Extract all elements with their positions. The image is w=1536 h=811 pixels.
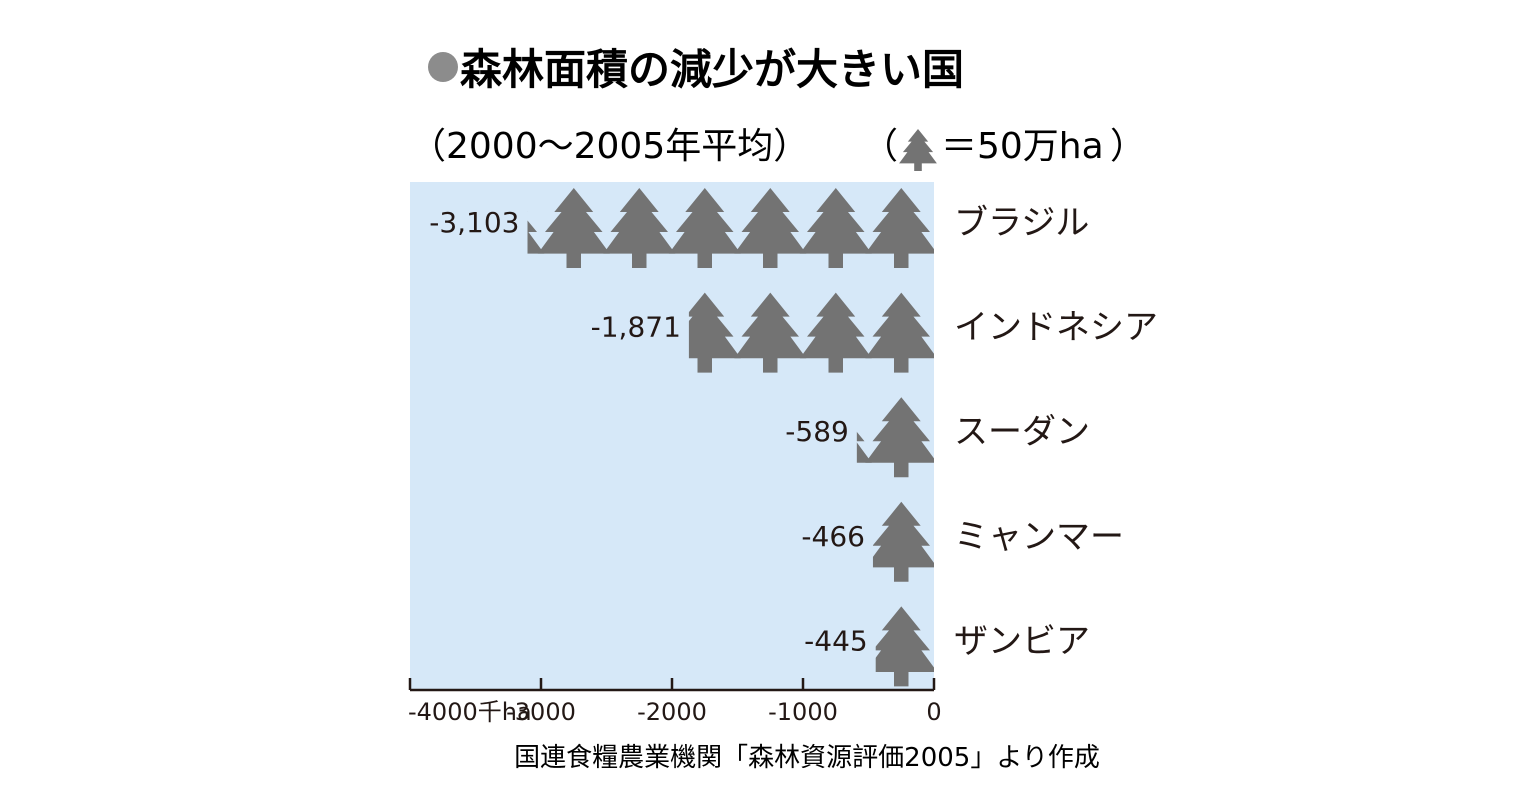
bar <box>872 501 934 582</box>
legend-close-paren: ） <box>1110 126 1146 167</box>
tree-icon <box>734 188 807 268</box>
x-tick-label: -1000 <box>768 698 838 726</box>
bar <box>527 188 934 268</box>
tree-icon <box>865 292 934 373</box>
tree-icon <box>537 188 610 268</box>
category-label: ミャンマー <box>954 517 1124 557</box>
x-tick-label: -3000 <box>506 698 576 726</box>
source-note: 国連食糧農業機関「森林資源評価2005」より作成 <box>514 743 1100 773</box>
tree-icon <box>603 188 676 268</box>
tree-icon <box>734 292 807 373</box>
value-label: -589 <box>785 415 849 448</box>
tree-icon <box>865 188 934 268</box>
bar <box>688 292 934 373</box>
bar <box>856 397 934 478</box>
category-label: インドネシア <box>954 308 1158 348</box>
tree-icon <box>799 292 872 373</box>
value-label: -466 <box>801 520 865 553</box>
value-label: -1,871 <box>591 311 681 344</box>
title-bullet-icon <box>428 52 458 82</box>
category-label: ブラジル <box>954 203 1089 243</box>
x-tick-label: -2000 <box>637 698 707 726</box>
legend-text: ＝50万ha <box>941 126 1104 167</box>
tree-icon <box>527 211 545 254</box>
value-label: -3,103 <box>429 206 519 239</box>
legend-tree-shape <box>899 129 937 171</box>
category-label: ザンビア <box>954 621 1090 661</box>
value-label: -445 <box>804 624 868 657</box>
legend-open-paren: （ <box>862 126 898 167</box>
chart-title: 森林面積の減少が大きい国 <box>460 45 964 94</box>
x-tick-label: -4000千ha <box>408 698 532 726</box>
tree-icon <box>872 501 934 582</box>
x-tick-label: 0 <box>926 698 941 726</box>
category-label: スーダン <box>954 412 1090 452</box>
legend-tree-icon <box>899 129 937 171</box>
tree-icon <box>799 188 872 268</box>
chart-subtitle: （2000〜2005年平均） <box>410 126 809 167</box>
bar <box>875 606 934 687</box>
tree-icon <box>688 292 741 373</box>
tree-icon <box>668 188 741 268</box>
plot-background <box>410 182 934 690</box>
tree-icon <box>865 397 934 478</box>
tree-icon <box>875 606 934 687</box>
tree-icon <box>856 431 872 463</box>
